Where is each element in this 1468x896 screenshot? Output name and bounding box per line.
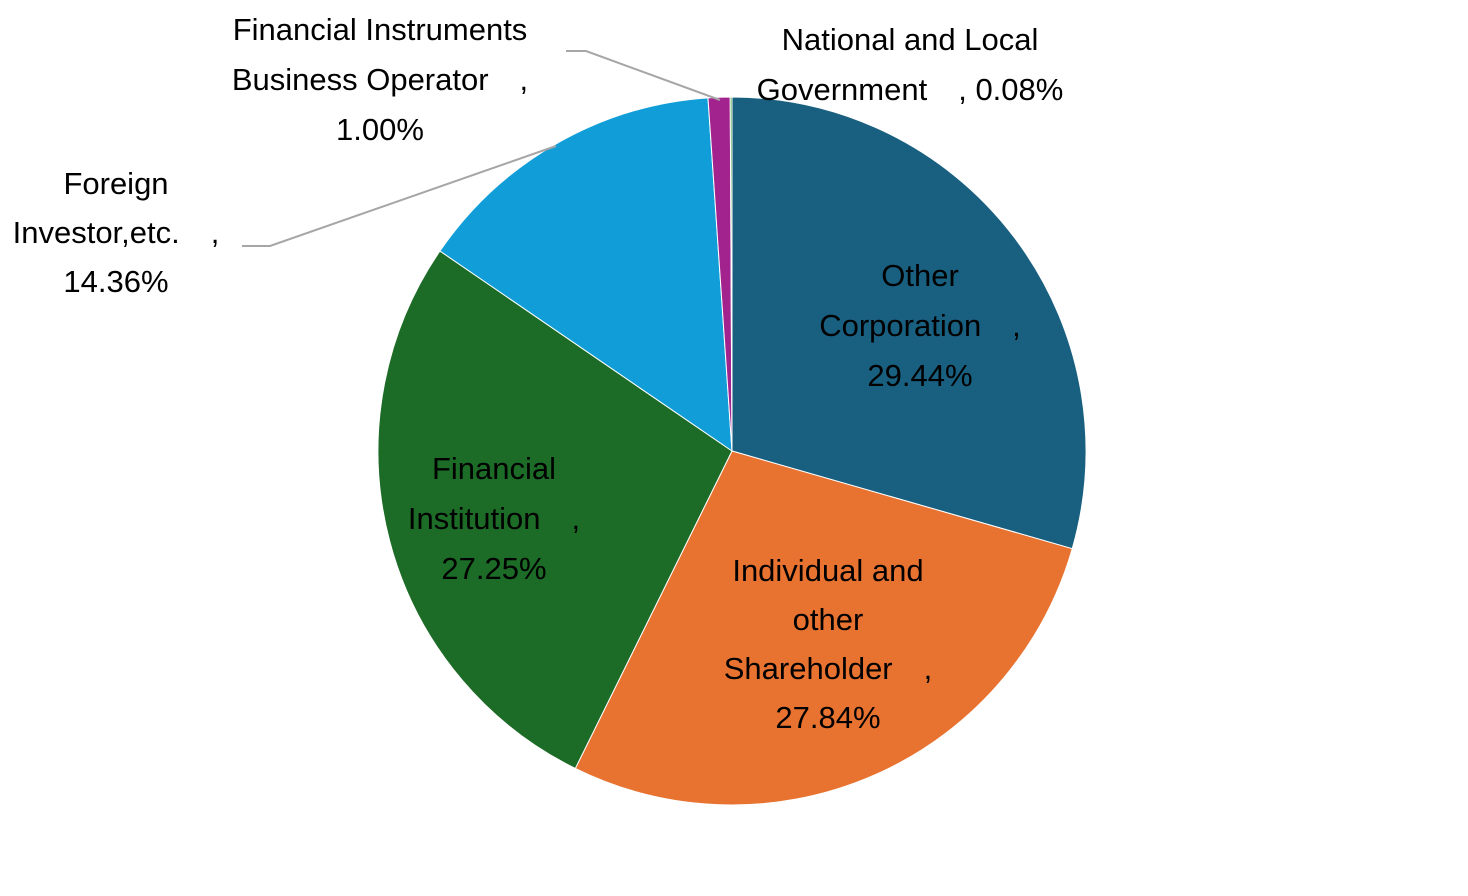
pie-slice-national-and-local-government (729, 96, 733, 452)
slice-label-line: Financial (432, 451, 556, 486)
leader-line-financial-instruments-business-operator (566, 50, 721, 101)
slice-label-foreign-investor-etc: Foreign Investor,etc. , 14.36% (13, 166, 220, 299)
pie-slice-individual-and-other-shareholder (574, 450, 1073, 806)
slice-label-line: Investor,etc. , (13, 215, 220, 250)
slice-label-line: 27.25% (441, 551, 546, 586)
pie-slice-other-corporation (731, 96, 1087, 550)
leader-line-foreign-investor-etc (242, 145, 557, 247)
slice-label-line: Shareholder , (724, 651, 933, 686)
slice-label-line: Individual and (732, 553, 923, 588)
slice-label-financial-instruments-business-operator: Financial Instruments Business Operator ,… (232, 12, 528, 147)
slice-label-line: Institution , (408, 501, 580, 536)
slice-label-line: 29.44% (867, 358, 972, 393)
slice-label-line: Government , 0.08% (757, 72, 1064, 107)
slice-label-individual-and-other-shareholder: Individual and other Shareholder , 27.84% (724, 553, 933, 735)
slice-label-national-and-local-government: National and Local Government , 0.08% (757, 22, 1064, 107)
slice-label-line: 1.00% (336, 112, 424, 147)
slice-label-line: Financial Instruments (233, 12, 528, 47)
slice-label-line: Business Operator , (232, 62, 528, 97)
pie-slice-financial-institution (377, 250, 733, 770)
slice-label-line: 14.36% (63, 264, 168, 299)
pie-slice-foreign-investor-etc (439, 97, 733, 452)
slice-label-line: National and Local (782, 22, 1039, 57)
slice-label-line: other (793, 602, 864, 637)
leader-lines (242, 50, 721, 247)
slice-label-line: Foreign (63, 166, 168, 201)
slice-label-financial-institution: Financial Institution , 27.25% (408, 451, 580, 586)
slice-label-line: 27.84% (775, 700, 880, 735)
slice-label-line: Corporation , (819, 308, 1021, 343)
slice-label-line: Other (881, 258, 959, 293)
pie-slices (377, 96, 1087, 806)
slice-label-other-corporation: Other Corporation , 29.44% (819, 258, 1021, 393)
slice-labels: Other Corporation , 29.44% Individual and ot… (13, 12, 1064, 735)
